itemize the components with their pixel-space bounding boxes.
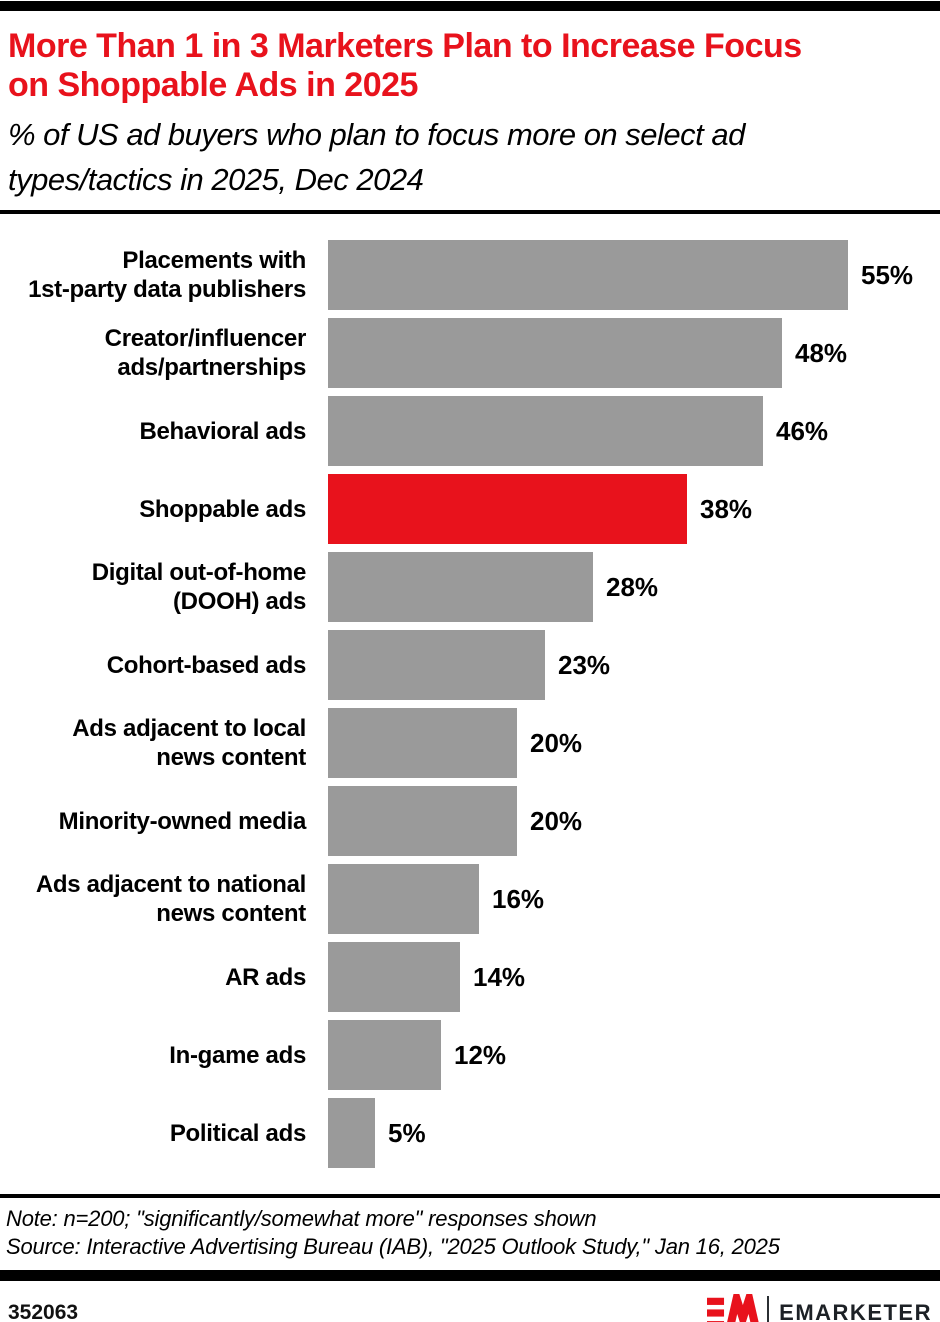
bar-row: Ads adjacent to local news content 20% <box>8 708 932 778</box>
bar-track: 28% <box>328 552 932 622</box>
value-label: 5% <box>388 1117 426 1148</box>
category-label: Ads adjacent to local news content <box>8 708 306 778</box>
bar <box>328 630 545 700</box>
value-label: 14% <box>473 961 526 992</box>
bar <box>328 552 593 622</box>
category-label-line: Creator/influencer <box>104 325 307 352</box>
note-text: Note: n=200; "significantly/somewhat mor… <box>6 1206 597 1231</box>
bar-track: 16% <box>328 864 932 934</box>
chart-subtitle: % of US ad buyers who plan to focus more… <box>8 112 932 202</box>
chart-title: More Than 1 in 3 Marketers Plan to Incre… <box>8 27 932 105</box>
bar-row: Political ads 5% <box>8 1098 932 1168</box>
category-label: Political ads <box>8 1098 306 1168</box>
category-label: Digital out-of-home (DOOH) ads <box>8 552 307 622</box>
bar <box>328 240 848 310</box>
bar-track: 20% <box>328 786 932 856</box>
category-label-line: Political ads <box>169 1119 306 1147</box>
value-label: 20% <box>530 727 583 758</box>
bar-row: In-game ads 12% <box>8 1020 932 1090</box>
bar-row: Cohort-based ads 23% <box>8 630 932 700</box>
bar <box>328 1098 375 1168</box>
bar-chart: Placements with 1st-party data publishers… <box>0 240 940 1168</box>
bar-track: 14% <box>328 942 932 1012</box>
chart-title-line-2: on Shoppable Ads in 2025 <box>8 66 418 104</box>
bar-highlighted <box>328 474 687 544</box>
bar-track: 46% <box>328 396 932 466</box>
bar-row: Ads adjacent to national news content 16% <box>8 864 932 934</box>
category-label-line: (DOOH) ads <box>172 588 306 615</box>
bar <box>328 708 517 778</box>
bar-track: 48% <box>328 318 932 388</box>
category-label-line: In-game ads <box>169 1041 306 1069</box>
category-label: In-game ads <box>8 1020 306 1090</box>
bar <box>328 318 782 388</box>
category-label-line: 1st-party data publishers <box>28 276 306 303</box>
category-label: Ads adjacent to national news content <box>8 864 306 934</box>
footer-accent-bar <box>0 1270 940 1281</box>
category-label-line: Cohort-based ads <box>106 651 307 679</box>
bar-row: Creator/influencer ads/partnerships 48% <box>8 318 932 388</box>
category-label-line: news content <box>156 900 306 927</box>
category-label: Placements with 1st-party data publishers <box>8 240 306 310</box>
em-logo-icon <box>707 1294 759 1322</box>
bar-row: Shoppable ads 38% <box>8 474 932 544</box>
category-label-line: Ads adjacent to local <box>72 715 306 742</box>
category-label-line: AR ads <box>225 963 306 991</box>
value-label: 55% <box>861 259 914 290</box>
emarketer-logo: EMARKETER <box>707 1294 932 1322</box>
emarketer-wordmark: EMARKETER <box>779 1300 932 1322</box>
bar <box>328 1020 441 1090</box>
value-label: 48% <box>795 337 848 368</box>
category-label-line: news content <box>156 744 306 771</box>
category-label: Behavioral ads <box>8 396 306 466</box>
notes-block: Note: n=200; "significantly/somewhat mor… <box>0 1205 940 1261</box>
bar-row: Placements with 1st-party data publishers… <box>8 240 932 310</box>
chart-subtitle-line-2: types/tactics in 2025, Dec 2024 <box>8 162 424 197</box>
top-accent-bar <box>0 1 940 11</box>
bar <box>328 786 517 856</box>
chart-title-line-1: More Than 1 in 3 Marketers Plan to Incre… <box>8 27 802 65</box>
header-divider <box>0 210 940 214</box>
chart-id: 352063 <box>8 1301 79 1322</box>
bar <box>328 864 479 934</box>
bar-track: 20% <box>328 708 932 778</box>
category-label-line: Minority-owned media <box>58 807 307 835</box>
value-label: 46% <box>776 415 829 446</box>
category-label-line: Behavioral ads <box>139 417 306 445</box>
chart-subtitle-line-1: % of US ad buyers who plan to focus more… <box>8 117 745 152</box>
category-label: Shoppable ads <box>8 474 306 544</box>
bar <box>328 396 763 466</box>
category-label-line: ads/partnerships <box>117 354 306 381</box>
category-label: Creator/influencer ads/partnerships <box>8 318 307 388</box>
bar-row: Minority-owned media 20% <box>8 786 932 856</box>
category-label-line: Shoppable ads <box>139 495 306 523</box>
bar-track: 55% <box>328 240 932 310</box>
header: More Than 1 in 3 Marketers Plan to Incre… <box>0 27 940 202</box>
value-label: 28% <box>606 571 659 602</box>
value-label: 23% <box>558 649 611 680</box>
bar-row: AR ads 14% <box>8 942 932 1012</box>
bar-row: Digital out-of-home (DOOH) ads 28% <box>8 552 932 622</box>
value-label: 12% <box>454 1039 507 1070</box>
value-label: 20% <box>530 805 583 836</box>
value-label: 16% <box>492 883 545 914</box>
value-label: 38% <box>700 493 753 524</box>
category-label-line: Digital out-of-home <box>91 559 307 586</box>
bar-track: 38% <box>328 474 932 544</box>
bar-track: 5% <box>328 1098 932 1168</box>
category-label-line: Ads adjacent to national <box>35 871 306 898</box>
notes-divider <box>0 1194 940 1198</box>
source-text: Source: Interactive Advertising Bureau (… <box>6 1234 780 1259</box>
bar-track: 23% <box>328 630 932 700</box>
footer: 352063 EMARKETER <box>0 1294 940 1322</box>
category-label: Cohort-based ads <box>8 630 307 700</box>
category-label: AR ads <box>8 942 306 1012</box>
category-label: Minority-owned media <box>8 786 307 856</box>
category-label-line: Placements with <box>122 247 306 274</box>
logo-divider <box>767 1296 770 1322</box>
bar-track: 12% <box>328 1020 932 1090</box>
bar <box>328 942 460 1012</box>
bar-row: Behavioral ads 46% <box>8 396 932 466</box>
